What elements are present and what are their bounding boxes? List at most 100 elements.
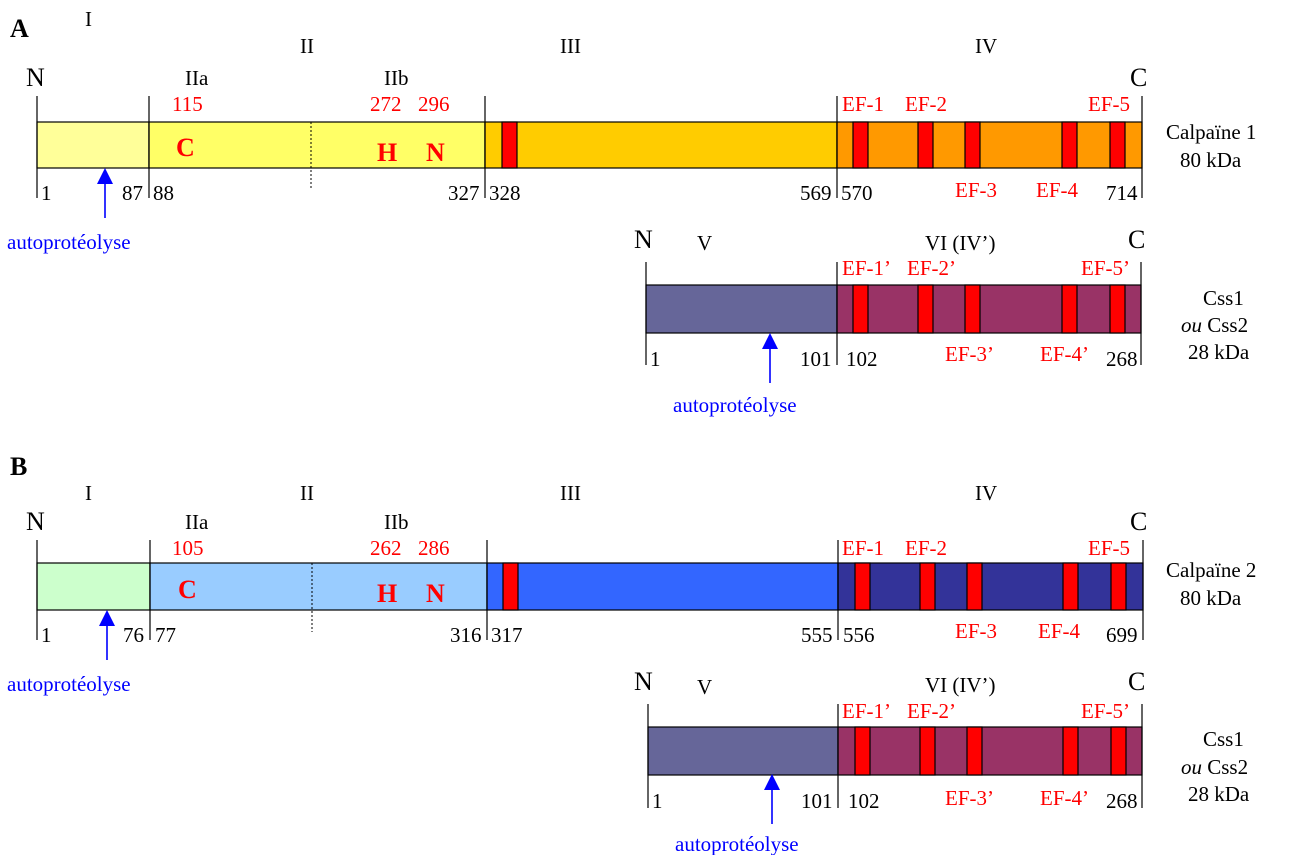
panel-b-letter: B xyxy=(10,452,27,481)
domain-iii-bar-b xyxy=(486,562,839,611)
small-ef3-label-b: EF-3’ xyxy=(945,786,994,810)
small-subunit-mass-b: 28 kDa xyxy=(1188,782,1250,806)
small-ef-hand-1-b xyxy=(854,726,871,776)
ef-hand-3-b xyxy=(966,562,983,611)
ef2-label-b: EF-2 xyxy=(905,536,947,560)
ef-hand-5-b xyxy=(1110,562,1127,611)
ef-hand-3 xyxy=(964,121,981,169)
small-ef1-label: EF-1’ xyxy=(842,256,891,280)
small-residue-number-268-b: 268 xyxy=(1106,789,1138,813)
c-terminus-label-b: C xyxy=(1130,507,1147,536)
domain-iii-bar xyxy=(484,121,838,169)
domain-i-bar xyxy=(36,121,150,169)
residue-c: C xyxy=(176,133,195,162)
domain-i-label-b: I xyxy=(85,481,92,505)
domain-i-bar-b xyxy=(36,562,151,611)
domain-iib-label: IIb xyxy=(384,66,409,90)
small-residue-number-102-b: 102 xyxy=(848,789,880,813)
ef-hand-1-b xyxy=(854,562,871,611)
cys-position-label-b: 105 xyxy=(172,536,204,560)
small-n-terminus-label: N xyxy=(634,225,653,254)
ef-hand-domain-iii-b xyxy=(502,562,519,611)
residue-number-76-b: 76 xyxy=(123,623,144,647)
small-ef2-label: EF-2’ xyxy=(907,256,956,280)
ef-hand-4 xyxy=(1061,121,1078,169)
residue-number-316-b: 316 xyxy=(450,623,482,647)
residue-number-556-b: 556 xyxy=(843,623,875,647)
domain-vi-label-b: VI (IV’) xyxy=(925,673,996,697)
ef-hand-4-b xyxy=(1062,562,1079,611)
residue-number-328: 328 xyxy=(489,181,521,205)
domain-v-bar xyxy=(645,284,838,334)
residue-n: N xyxy=(426,138,445,167)
panel-b: B I II IIa IIb III IV N C 105 262 286 EF… xyxy=(7,452,1256,855)
domain-iii-label: III xyxy=(560,34,581,58)
small-ef-hand-5-b xyxy=(1110,726,1127,776)
small-residue-number-101-b: 101 xyxy=(801,789,833,813)
residue-number-327: 327 xyxy=(448,181,480,205)
domain-v-label-b: V xyxy=(697,675,712,699)
small-subunit-name-1: Css1 xyxy=(1203,286,1244,310)
residue-h: H xyxy=(377,138,397,167)
domain-vi-bar xyxy=(836,284,1142,334)
small-ef1-label-b: EF-1’ xyxy=(842,699,891,723)
small-ef4-label-b: EF-4’ xyxy=(1040,786,1089,810)
small-autoproteolysis-label-b: autoprotéolyse xyxy=(675,832,799,855)
small-subunit-mass: 28 kDa xyxy=(1188,340,1250,364)
small-residue-number-1-b: 1 xyxy=(652,789,663,813)
residue-number-77-b: 77 xyxy=(155,623,176,647)
his-position-label: 272 xyxy=(370,92,402,116)
autoproteolysis-label: autoprotéolyse xyxy=(7,230,131,254)
small-residue-number-268: 268 xyxy=(1106,347,1138,371)
domain-iia-label: IIa xyxy=(185,66,209,90)
ef1-label-b: EF-1 xyxy=(842,536,884,560)
domain-iib-label-b: IIb xyxy=(384,510,409,534)
residue-number-555-b: 555 xyxy=(801,623,833,647)
domain-ii-label-b: II xyxy=(300,481,314,505)
residue-number-699-b: 699 xyxy=(1106,623,1138,647)
autoproteolysis-label-b: autoprotéolyse xyxy=(7,672,131,696)
small-ef-hand-5 xyxy=(1109,284,1126,334)
small-ef-hand-4-b xyxy=(1062,726,1079,776)
small-ef3-label: EF-3’ xyxy=(945,342,994,366)
small-c-terminus-label-b: C xyxy=(1128,667,1145,696)
ef3-label-b: EF-3 xyxy=(955,619,997,643)
small-subunit-name-2-b: ou Css2 xyxy=(1181,755,1248,779)
n-terminus-label: N xyxy=(26,63,45,92)
protein-name-b: Calpaïne 2 xyxy=(1166,558,1256,582)
residue-number-714: 714 xyxy=(1106,181,1138,205)
domain-iii-label-b: III xyxy=(560,481,581,505)
small-subunit-name-1-b: Css1 xyxy=(1203,727,1244,751)
small-ef-hand-2 xyxy=(917,284,934,334)
residue-number-317-b: 317 xyxy=(491,623,523,647)
domain-iv-label: IV xyxy=(975,34,997,58)
domain-v-label: V xyxy=(697,231,712,255)
domain-iv-label-b: IV xyxy=(975,481,997,505)
domain-ii-label: II xyxy=(300,34,314,58)
domain-i-label: I xyxy=(85,7,92,31)
small-ef-hand-3 xyxy=(964,284,981,334)
cys-position-label: 115 xyxy=(172,92,203,116)
domain-iv-bar-b xyxy=(837,562,1144,611)
small-subunit-b: N C V VI (IV’) EF-1’ EF-2’ EF-5’ 1 101 1… xyxy=(634,667,1250,855)
ef-hand-2-b xyxy=(919,562,936,611)
protein-name: Calpaïne 1 xyxy=(1166,120,1256,144)
small-ef2-label-b: EF-2’ xyxy=(907,699,956,723)
ef-hand-domain-iii xyxy=(501,121,518,169)
small-autoproteolysis-label: autoprotéolyse xyxy=(673,393,797,417)
residue-number-1: 1 xyxy=(41,181,52,205)
residue-n-b: N xyxy=(426,579,445,608)
small-ef5-label-b: EF-5’ xyxy=(1081,699,1130,723)
protein-mass: 80 kDa xyxy=(1180,148,1242,172)
ef5-label-b: EF-5 xyxy=(1088,536,1130,560)
small-ef5-label: EF-5’ xyxy=(1081,256,1130,280)
domain-ii-bar xyxy=(148,121,486,169)
small-ef-hand-4 xyxy=(1061,284,1078,334)
small-ef-hand-1 xyxy=(852,284,869,334)
ef-hand-2 xyxy=(917,121,934,169)
ef3-label: EF-3 xyxy=(955,178,997,202)
small-ef-hand-2-b xyxy=(919,726,936,776)
panel-a: A I II IIa IIb III IV N C 115 272 296 EF… xyxy=(7,7,1256,417)
small-residue-number-1: 1 xyxy=(650,347,661,371)
small-subunit-name-2: ou Css2 xyxy=(1181,313,1248,337)
